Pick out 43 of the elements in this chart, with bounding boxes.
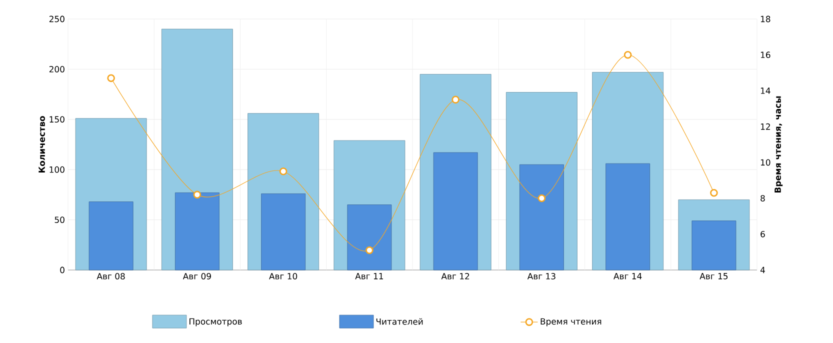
y-tick-label: 250 <box>49 16 64 22</box>
y2-tick-label: 16 <box>760 52 770 58</box>
x-tick-label: Авг 11 <box>355 273 383 280</box>
y2-tick-label: 10 <box>760 159 770 166</box>
x-tick-label: Авг 08 <box>96 273 125 280</box>
x-tick-label: Авг 09 <box>182 273 211 280</box>
y2-tick-label: 14 <box>760 88 770 94</box>
bar <box>606 163 650 270</box>
y2-axis-title: Время чтения, часы <box>774 96 783 193</box>
point <box>279 167 288 176</box>
y2-tick-label: 6 <box>760 230 765 238</box>
y2-tick-label: 4 <box>760 266 765 274</box>
bar <box>433 152 478 270</box>
y2-tick-label: 18 <box>760 16 770 22</box>
bar <box>261 193 306 270</box>
point <box>366 246 374 254</box>
bar <box>174 192 220 270</box>
x-tick-label: Авг 12 <box>441 273 470 280</box>
y-axis-title: Количество <box>38 116 45 172</box>
bar <box>519 164 564 270</box>
bar <box>692 220 736 270</box>
x-tick-label: Авг 14 <box>614 273 642 280</box>
legend-label: Просмотров <box>190 318 242 326</box>
point <box>710 189 718 197</box>
y-tick-label: 100 <box>50 166 64 173</box>
legend-label: Читателей <box>376 318 423 325</box>
point <box>538 194 546 202</box>
point <box>193 190 202 199</box>
y-tick-label: 150 <box>50 116 64 123</box>
legend-label: Время чтения <box>540 318 602 326</box>
x-tick-label: Авг 13 <box>527 273 556 280</box>
y-tick-label: 0 <box>60 266 64 274</box>
bar <box>347 204 392 270</box>
point <box>452 96 460 104</box>
x-tick-label: Авг 10 <box>269 273 298 280</box>
y2-tick-label: 12 <box>760 123 770 130</box>
point <box>624 50 632 59</box>
y-tick-label: 50 <box>54 216 64 224</box>
point <box>107 74 115 82</box>
bar <box>88 202 134 270</box>
y-tick-label: 200 <box>49 66 64 72</box>
x-tick-label: Авг 15 <box>700 273 728 280</box>
y2-tick-label: 8 <box>760 195 765 202</box>
